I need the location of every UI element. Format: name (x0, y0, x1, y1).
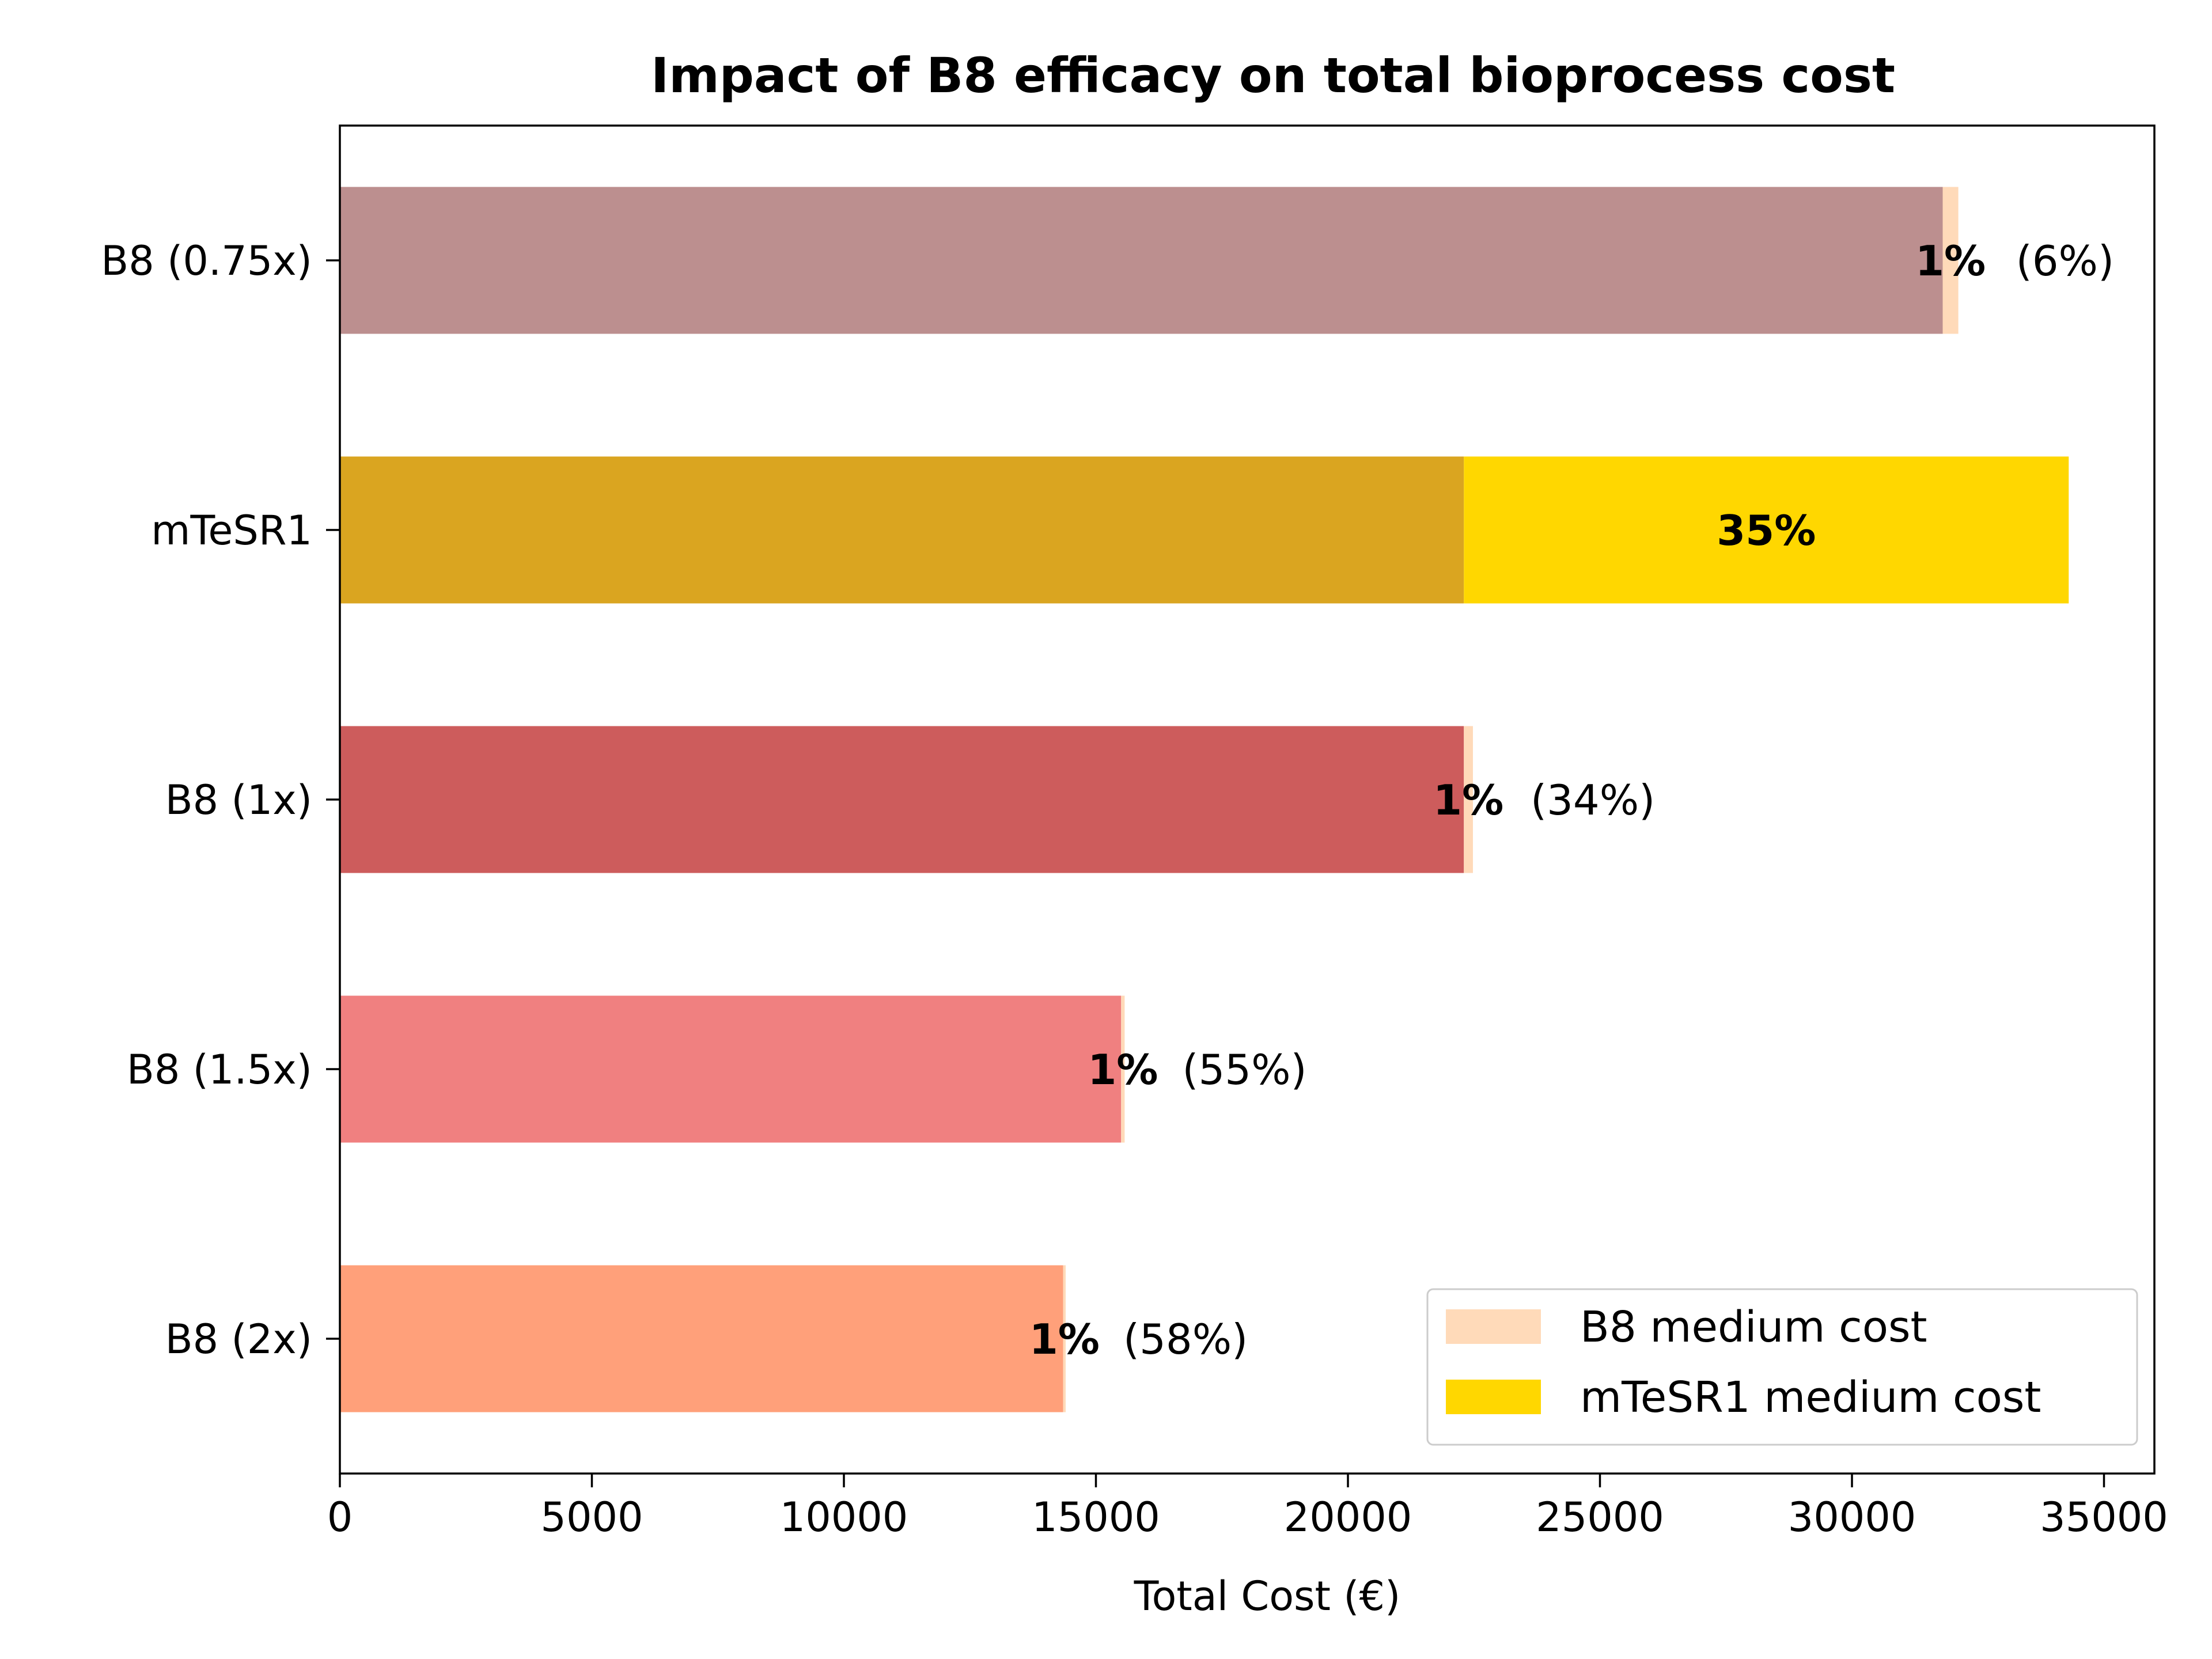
x-axis: 0 5000 10000 15000 20000 25000 30000 35000 (327, 1474, 2168, 1541)
x-tick-label: 5000 (540, 1494, 643, 1541)
legend: B8 medium cost mTeSR1 medium cost (1426, 1288, 2138, 1446)
x-tick-label: 30000 (1788, 1494, 1916, 1541)
x-tick-label: 0 (327, 1494, 353, 1541)
bar-medium-cost (1121, 995, 1125, 1143)
legend-swatch (1446, 1380, 1541, 1414)
x-tick-label: 10000 (780, 1494, 908, 1541)
legend-label: B8 medium cost (1580, 1302, 1927, 1352)
y-tick-label: mTeSR1 (151, 507, 312, 554)
x-tick-label: 35000 (2040, 1494, 2168, 1541)
bar-savings-label: (58%) (1123, 1315, 1248, 1363)
bar-savings-label: (34%) (1531, 776, 1655, 824)
bar-base (340, 187, 1943, 334)
y-tick-label: B8 (1.5x) (127, 1046, 312, 1093)
x-tick-label: 15000 (1032, 1494, 1160, 1541)
bar-medium-cost (1942, 187, 1959, 334)
bar-labels-layer: 1% (6%) 35% 1% (34%) 1% (55%) 1% (58%) (1029, 237, 2114, 1363)
legend-frame (1426, 1288, 2138, 1446)
legend-label: mTeSR1 medium cost (1580, 1373, 2041, 1422)
bar-medium-cost (1063, 1265, 1066, 1412)
bar-percent-label: 1% (1088, 1046, 1158, 1094)
bar-percent-label: 1% (1029, 1315, 1100, 1363)
bar-base (340, 1265, 1063, 1412)
x-tick-label: 25000 (1536, 1494, 1664, 1541)
bar-percent-label: 1% (1433, 776, 1503, 824)
bar-base (340, 995, 1122, 1143)
bar-savings-label: (55%) (1182, 1046, 1306, 1094)
bar-base (340, 726, 1464, 873)
chart-title: Impact of B8 efficacy on total bioproces… (651, 47, 1895, 104)
legend-swatch (1446, 1309, 1541, 1344)
y-tick-label: B8 (1x) (165, 777, 312, 824)
x-tick-label: 20000 (1284, 1494, 1412, 1541)
bar-percent-label: 1% (1915, 237, 1986, 285)
bars-layer (340, 187, 2069, 1412)
x-axis-label: Total Cost (€) (1134, 1573, 1401, 1620)
bar-percent-label: 35% (1717, 506, 1816, 555)
bar-medium-cost (1464, 726, 1473, 873)
bar-savings-label: (6%) (2016, 237, 2114, 285)
y-tick-label: B8 (0.75x) (101, 237, 312, 285)
bar-medium-cost (1464, 456, 2069, 604)
bar-base (340, 456, 1464, 604)
y-axis: B8 (0.75x) mTeSR1 B8 (1x) B8 (1.5x) B8 (2x) (101, 237, 340, 1363)
y-tick-label: B8 (2x) (165, 1316, 312, 1363)
